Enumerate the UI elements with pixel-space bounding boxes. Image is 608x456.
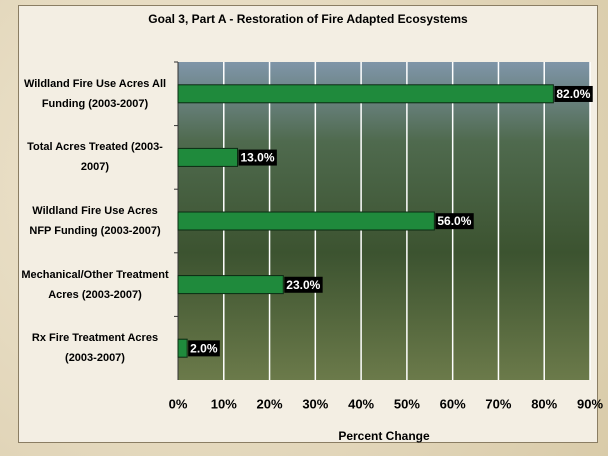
bar: [178, 276, 283, 294]
x-tick-label: 40%: [348, 396, 374, 411]
y-tick-label: Mechanical/Other Treatment Acres (2003-2…: [20, 265, 170, 305]
bar: [178, 85, 553, 103]
y-tick-label: Wildland Fire Use Acres NFP Funding (200…: [20, 201, 170, 241]
x-tick-label: 20%: [257, 396, 283, 411]
x-axis-title: Percent Change: [338, 429, 430, 443]
x-tick-label: 60%: [440, 396, 466, 411]
chart-title: Goal 3, Part A - Restoration of Fire Ada…: [148, 12, 468, 26]
y-tick-label: Total Acres Treated (2003-2007): [20, 137, 170, 177]
y-tick-label: Wildland Fire Use Acres All Funding (200…: [20, 74, 170, 114]
value-label: 82.0%: [556, 87, 590, 101]
x-tick-label: 0%: [169, 396, 188, 411]
x-tick-label: 30%: [302, 396, 328, 411]
bar: [178, 339, 187, 357]
value-label: 56.0%: [437, 214, 471, 228]
x-tick-label: 50%: [394, 396, 420, 411]
x-tick-label: 70%: [485, 396, 511, 411]
x-tick-label: 90%: [577, 396, 603, 411]
x-tick-label: 80%: [531, 396, 557, 411]
value-label: 23.0%: [286, 278, 320, 292]
y-tick-label: Rx Fire Treatment Acres (2003-2007): [20, 328, 170, 368]
value-label: 13.0%: [241, 151, 275, 165]
page: Goal 3, Part A - Restoration of Fire Ada…: [0, 0, 608, 456]
bar: [178, 212, 434, 230]
x-tick-label: 10%: [211, 396, 237, 411]
bar: [178, 148, 238, 166]
value-label: 2.0%: [190, 341, 218, 355]
